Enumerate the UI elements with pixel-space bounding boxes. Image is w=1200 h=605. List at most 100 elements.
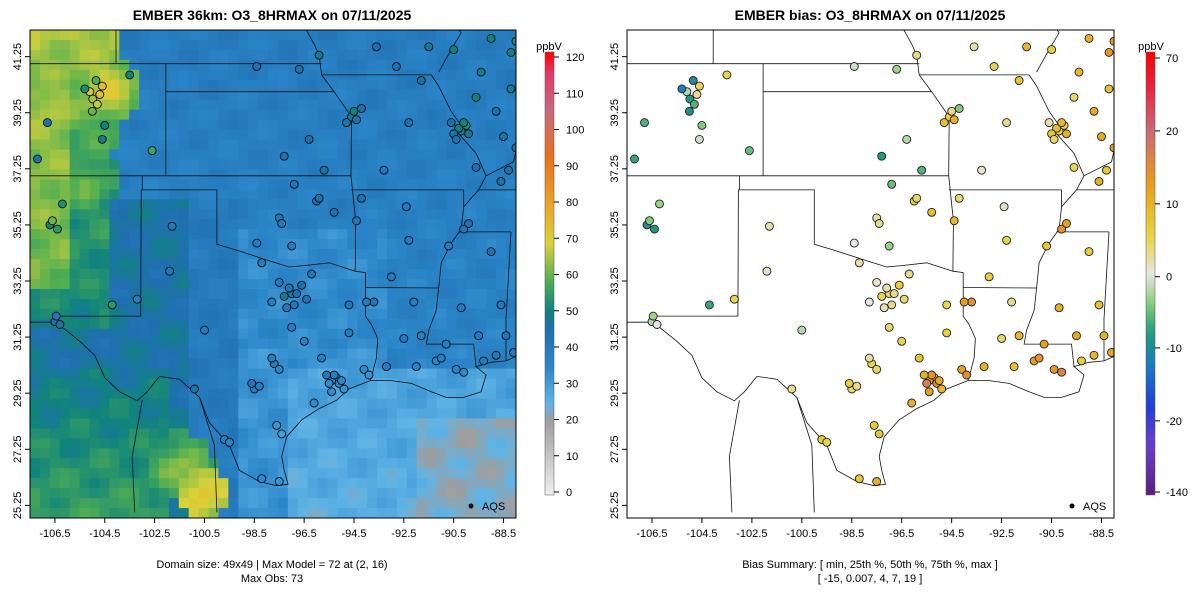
grid-cell <box>208 149 220 161</box>
grid-cell <box>39 79 51 91</box>
grid-cell <box>406 39 418 51</box>
x-tick-label: -94.5 <box>341 528 366 540</box>
grid-cell <box>396 388 408 400</box>
grid-cell <box>129 139 140 151</box>
grid-cell <box>30 59 41 71</box>
grid-cell <box>178 358 190 370</box>
grid-cell <box>476 398 487 410</box>
grid-cell <box>396 209 408 220</box>
aqs-station-point <box>292 289 302 299</box>
grid-cell <box>258 398 269 410</box>
grid-cell <box>59 498 71 509</box>
grid-cell <box>297 189 309 200</box>
grid-cell <box>129 59 140 71</box>
bias-station-point <box>949 216 959 226</box>
grid-cell <box>377 39 388 51</box>
aqs-station-point <box>496 176 506 186</box>
grid-cell <box>327 308 339 320</box>
grid-cell <box>416 79 428 91</box>
grid-cell <box>396 30 408 41</box>
grid-cell <box>446 388 458 400</box>
grid-cell <box>238 229 249 240</box>
grid-cell <box>139 318 150 330</box>
grid-cell <box>337 229 348 240</box>
bias-station-point <box>899 294 909 304</box>
grid-cell <box>297 239 309 250</box>
grid-cell <box>268 448 279 459</box>
grid-cell <box>416 59 428 71</box>
bias-station-point <box>887 300 897 310</box>
grid-cell <box>109 328 120 340</box>
grid-cell <box>158 438 170 449</box>
boundary-line <box>365 287 439 289</box>
grid-cell <box>69 169 81 180</box>
grid-cell <box>248 219 259 230</box>
grid-cell <box>158 149 170 161</box>
bias-station-point <box>1104 84 1114 94</box>
grid-cell <box>178 169 190 180</box>
grid-cell <box>277 179 289 190</box>
grid-cell <box>258 318 269 330</box>
grid-cell <box>238 169 249 180</box>
grid-cell <box>287 249 299 260</box>
grid-cell <box>486 398 497 410</box>
aqs-station-point <box>289 300 299 310</box>
grid-cell <box>277 328 289 340</box>
grid-cell <box>476 288 487 300</box>
grid-cell <box>59 388 71 400</box>
grid-cell <box>436 129 448 141</box>
bias-station-point <box>1069 162 1079 172</box>
grid-cell <box>367 338 378 350</box>
grid-cell <box>89 398 101 410</box>
grid-cell <box>158 109 170 121</box>
grid-cell <box>426 169 438 180</box>
grid-cell <box>357 478 368 489</box>
aqs-station-point <box>314 50 324 60</box>
grid-cell <box>149 229 160 240</box>
grid-cell <box>89 448 101 459</box>
grid-cell <box>337 179 348 190</box>
grid-cell <box>436 468 448 479</box>
grid-cell <box>49 119 61 131</box>
colorbar-tick-label: 0 <box>1166 272 1172 284</box>
grid-cell <box>49 368 61 380</box>
grid-cell <box>367 239 378 250</box>
left-caption-domain: Domain size: 49x49 | Max Model = 72 at (… <box>156 559 387 571</box>
grid-cell <box>248 249 259 260</box>
grid-cell <box>139 338 150 350</box>
grid-cell <box>258 169 269 180</box>
grid-cell <box>387 458 398 469</box>
grid-cell <box>436 169 448 180</box>
grid-cell <box>456 378 468 390</box>
grid-cell <box>129 298 140 310</box>
grid-cell <box>139 239 150 250</box>
grid-cell <box>377 89 388 101</box>
grid-cell <box>158 478 170 489</box>
grid-cell <box>69 378 81 390</box>
grid-cell <box>268 199 279 210</box>
y-tick-label: 33.25 <box>12 267 24 295</box>
grid-cell <box>347 278 358 290</box>
grid-cell <box>228 39 239 51</box>
grid-cell <box>119 308 130 320</box>
grid-cell <box>367 189 378 200</box>
grid-cell <box>218 368 229 380</box>
grid-cell <box>30 259 41 270</box>
grid-cell <box>178 79 190 91</box>
aqs-station-point <box>257 474 267 484</box>
grid-cell <box>446 219 458 230</box>
grid-cell <box>208 39 220 51</box>
grid-cell <box>178 69 190 81</box>
grid-cell <box>357 179 368 190</box>
grid-cell <box>49 488 61 499</box>
colorbar-tick-label: 90 <box>566 161 578 173</box>
grid-cell <box>357 448 368 459</box>
grid-cell <box>178 129 190 141</box>
grid-cell <box>139 119 150 131</box>
grid-cell <box>109 498 120 509</box>
grid-cell <box>258 59 269 71</box>
grid-cell <box>149 428 160 439</box>
grid-cell <box>387 388 398 400</box>
grid-cell <box>119 239 130 250</box>
grid-cell <box>208 318 220 330</box>
